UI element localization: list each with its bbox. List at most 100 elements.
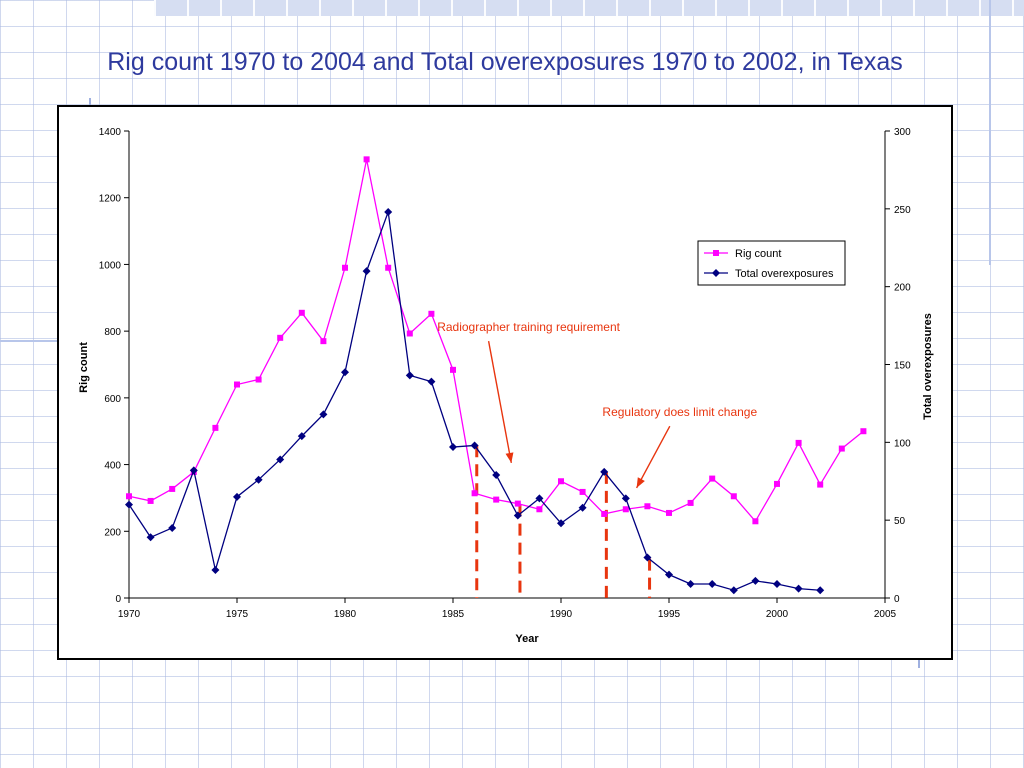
overexposures-point [794,584,803,593]
rig-count-point [169,485,176,492]
overexposures-point [513,511,522,520]
overexposures-point [557,519,565,528]
left-y-tick-label: 1200 [99,194,122,205]
x-tick-label: 1990 [550,609,573,620]
overexposures-point [341,368,349,377]
annotation-label: Radiographer training requirement [437,320,620,334]
overexposures-point [600,467,609,476]
decorative-line-right [989,0,991,265]
rig-count-line [128,159,864,523]
rig-count-point [363,156,370,163]
left-y-tick-label: 0 [115,594,121,605]
rig-count-point [860,428,867,435]
annotation-arrow-line [635,425,671,489]
overexposures-point [470,441,479,450]
annotation-arrow-head [505,452,514,463]
rig-count-point [730,493,737,500]
legend-label: Total overexposures [735,268,834,280]
overexposures-point [665,570,673,579]
legend-box [697,240,846,286]
overexposures-point [729,586,738,595]
overexposures-point [362,267,371,276]
rig-count-point [147,497,154,504]
right-y-tick-label: 200 [894,283,911,294]
rig-count-point [255,376,262,383]
rig-count-point [558,478,564,485]
overexposures-point [125,500,133,509]
slide-title: Rig count 1970 to 2004 and Total overexp… [107,48,903,76]
rig-count-point [579,488,586,495]
overexposures-point [168,523,177,532]
overexposures-point [449,443,457,452]
overexposures-point [816,586,825,595]
rig-count-point [428,310,435,317]
rig-count-point [471,490,478,497]
right-y-tick-label: 50 [894,516,906,527]
x-tick-label: 1995 [658,609,681,620]
overexposures-point [319,410,328,419]
rig-count-point [406,330,413,337]
x-tick-label: 1970 [118,609,141,620]
x-tick-label: 1980 [334,609,357,620]
rig-count-point [752,518,759,525]
left-y-tick-label: 400 [104,461,121,472]
overexposures-point [643,553,652,562]
x-tick-label: 1985 [442,609,465,620]
overexposures-point [384,207,393,216]
rig-count-point [622,506,629,513]
rig-count-point [514,500,521,507]
chart-frame: 1970 1975 1980 1985 1990 1995 2000 2005 0 200 400 6… [57,105,953,660]
rig-count-point [795,439,802,446]
rig-count-point [817,481,824,488]
left-y-tick-label: 1400 [99,127,122,138]
right-y-tick-label: 250 [894,205,911,216]
left-y-tick-label: 1000 [99,260,122,271]
annotation-arrow-head [636,477,645,488]
overexposures-point [254,475,263,484]
overexposures-point [297,432,306,441]
legend-swatch-marker [713,250,719,256]
overexposures-point [427,377,436,386]
overexposures-point [535,494,544,503]
rig-count-point [687,499,694,506]
x-tick-label: 1975 [226,609,249,620]
overexposures-point [708,579,717,588]
x-axis-title: Year [515,633,539,645]
legend-swatch-marker [712,269,720,277]
overexposures-point [621,494,630,503]
right-y-axis-title: Total overexposures [922,313,934,420]
rig-overexposure-chart: 1970 1975 1980 1985 1990 1995 2000 2005 0 200 400 6… [78,127,934,645]
rig-count-point [838,445,845,452]
rig-count-point [644,503,651,510]
right-y-tick-label: 0 [894,594,900,605]
rig-count-point [709,475,716,482]
x-tick-label: 2005 [874,609,897,620]
rig-count-point [385,264,392,271]
rig-count-point [234,381,240,388]
rig-count-point [212,424,219,431]
overexposures-point [146,533,155,542]
left-y-tick-label: 800 [104,327,121,338]
right-y-tick-label: 100 [894,438,911,449]
left-y-tick-label: 600 [104,394,121,405]
rig-count-point [450,366,456,373]
left-y-axis-title: Rig count [78,342,90,393]
rig-count-point [298,309,305,316]
overexposures-point [578,503,587,512]
overexposures-point [405,371,414,380]
rig-count-point [601,510,608,517]
rig-count-point [774,480,780,487]
rig-count-point [536,506,543,513]
right-y-tick-label: 300 [894,127,911,138]
rig-count-point [493,496,500,503]
rig-count-point [320,338,327,345]
overexposures-point [751,576,760,585]
overexposures-point [773,579,781,588]
x-tick-label: 2000 [766,609,789,620]
right-y-tick-label: 150 [894,361,911,372]
overexposures-point [686,579,695,588]
overexposures-point [211,565,220,574]
overexposures-point [492,471,501,480]
rig-count-point [277,334,284,341]
legend-label: Rig count [735,248,781,260]
